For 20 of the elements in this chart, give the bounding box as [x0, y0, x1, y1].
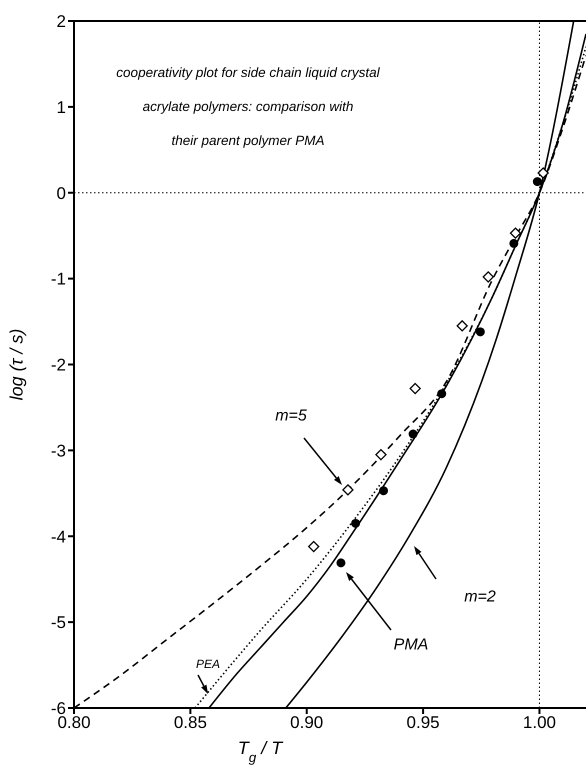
annotation: m=5: [275, 408, 307, 424]
x-tick-label: 0.80: [57, 713, 91, 732]
x-tick-label: 1.00: [522, 713, 556, 732]
x-tick-label: 0.85: [174, 713, 207, 732]
annotation: PMA: [394, 636, 428, 654]
y-axis-title: log (τ / s): [6, 328, 26, 400]
y-tick-label: 1: [56, 98, 66, 117]
x-tick-label: 0.95: [406, 713, 440, 732]
y-tick-label: -4: [50, 527, 66, 546]
y-tick-label: 0: [56, 184, 66, 203]
x-tick-label: 0.90: [290, 713, 324, 732]
chart-title: cooperativity plot for side chain liquid crystal acrylate polymers: comparison with their parent polymer PMA: [116, 65, 380, 148]
y-tick-label: -1: [50, 270, 66, 289]
x-axis-title: T$_{g}$ / T: [238, 738, 284, 764]
annotation: PEA: [196, 657, 220, 671]
y-tick-label: -5: [50, 613, 66, 632]
annotation: m=2: [464, 588, 496, 606]
y-tick-label: 2: [56, 12, 66, 32]
y-tick-label: -3: [50, 441, 66, 460]
y-tick-label: -2: [50, 356, 66, 375]
